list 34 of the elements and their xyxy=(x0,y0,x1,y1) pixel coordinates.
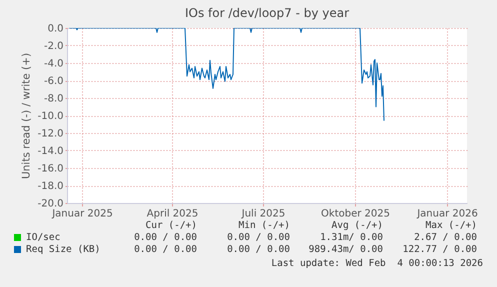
text: Cur (-/+) xyxy=(144,220,197,231)
text: Avg (-/+) xyxy=(330,220,383,231)
y-tick-label: -2.0 xyxy=(44,41,64,52)
y-tick-label: -4.0 xyxy=(44,58,64,70)
text: Max (-/+) xyxy=(424,220,477,231)
x-tick-label: Oktober 2025 xyxy=(321,208,390,220)
text: 0.00 / 0.00 xyxy=(133,244,197,255)
text: Min (-/+) xyxy=(238,220,290,231)
line-series xyxy=(68,28,384,122)
chart-title: IOs for /dev/loop7 - by year xyxy=(184,6,350,20)
text: 2.67 / 0.00 xyxy=(413,232,477,243)
y-tick-label: -16.0 xyxy=(38,164,64,174)
text: 122.77 / 0.00 xyxy=(402,244,477,255)
text: 989.43m/ 0.00 xyxy=(308,244,383,255)
y-tick-label: -12.0 xyxy=(38,128,64,140)
y-tick-label: -6.0 xyxy=(44,76,64,87)
y-tick-label: 0.0 xyxy=(48,24,64,34)
text: 1.31m/ 0.00 xyxy=(319,232,383,243)
y-tick-label: -8.0 xyxy=(44,94,64,104)
text: 0.00 / 0.00 xyxy=(226,232,290,243)
x-tick-label: Januar 2025 xyxy=(51,208,113,220)
x-tick-label: April 2025 xyxy=(146,208,198,220)
x-tick-label: Januar 2026 xyxy=(416,208,478,220)
y-tick-label: -10.0 xyxy=(38,111,64,122)
text: 0.00 / 0.00 xyxy=(226,244,290,255)
y-axis-title: Units read (-) / write (+) xyxy=(20,52,33,180)
y-tick-label: -20.0 xyxy=(38,198,64,210)
text: Last update: Wed Feb 4 00:00:13 2026 xyxy=(271,258,483,269)
x-tick-label: Juli 2025 xyxy=(240,208,286,220)
y-tick-label: -18.0 xyxy=(38,181,64,192)
legend-label: Req Size (KB) xyxy=(26,244,102,255)
y-tick-label: -14.0 xyxy=(38,146,64,157)
text: 0.00 / 0.00 xyxy=(133,232,197,243)
legend-label: IO/sec xyxy=(26,232,62,243)
